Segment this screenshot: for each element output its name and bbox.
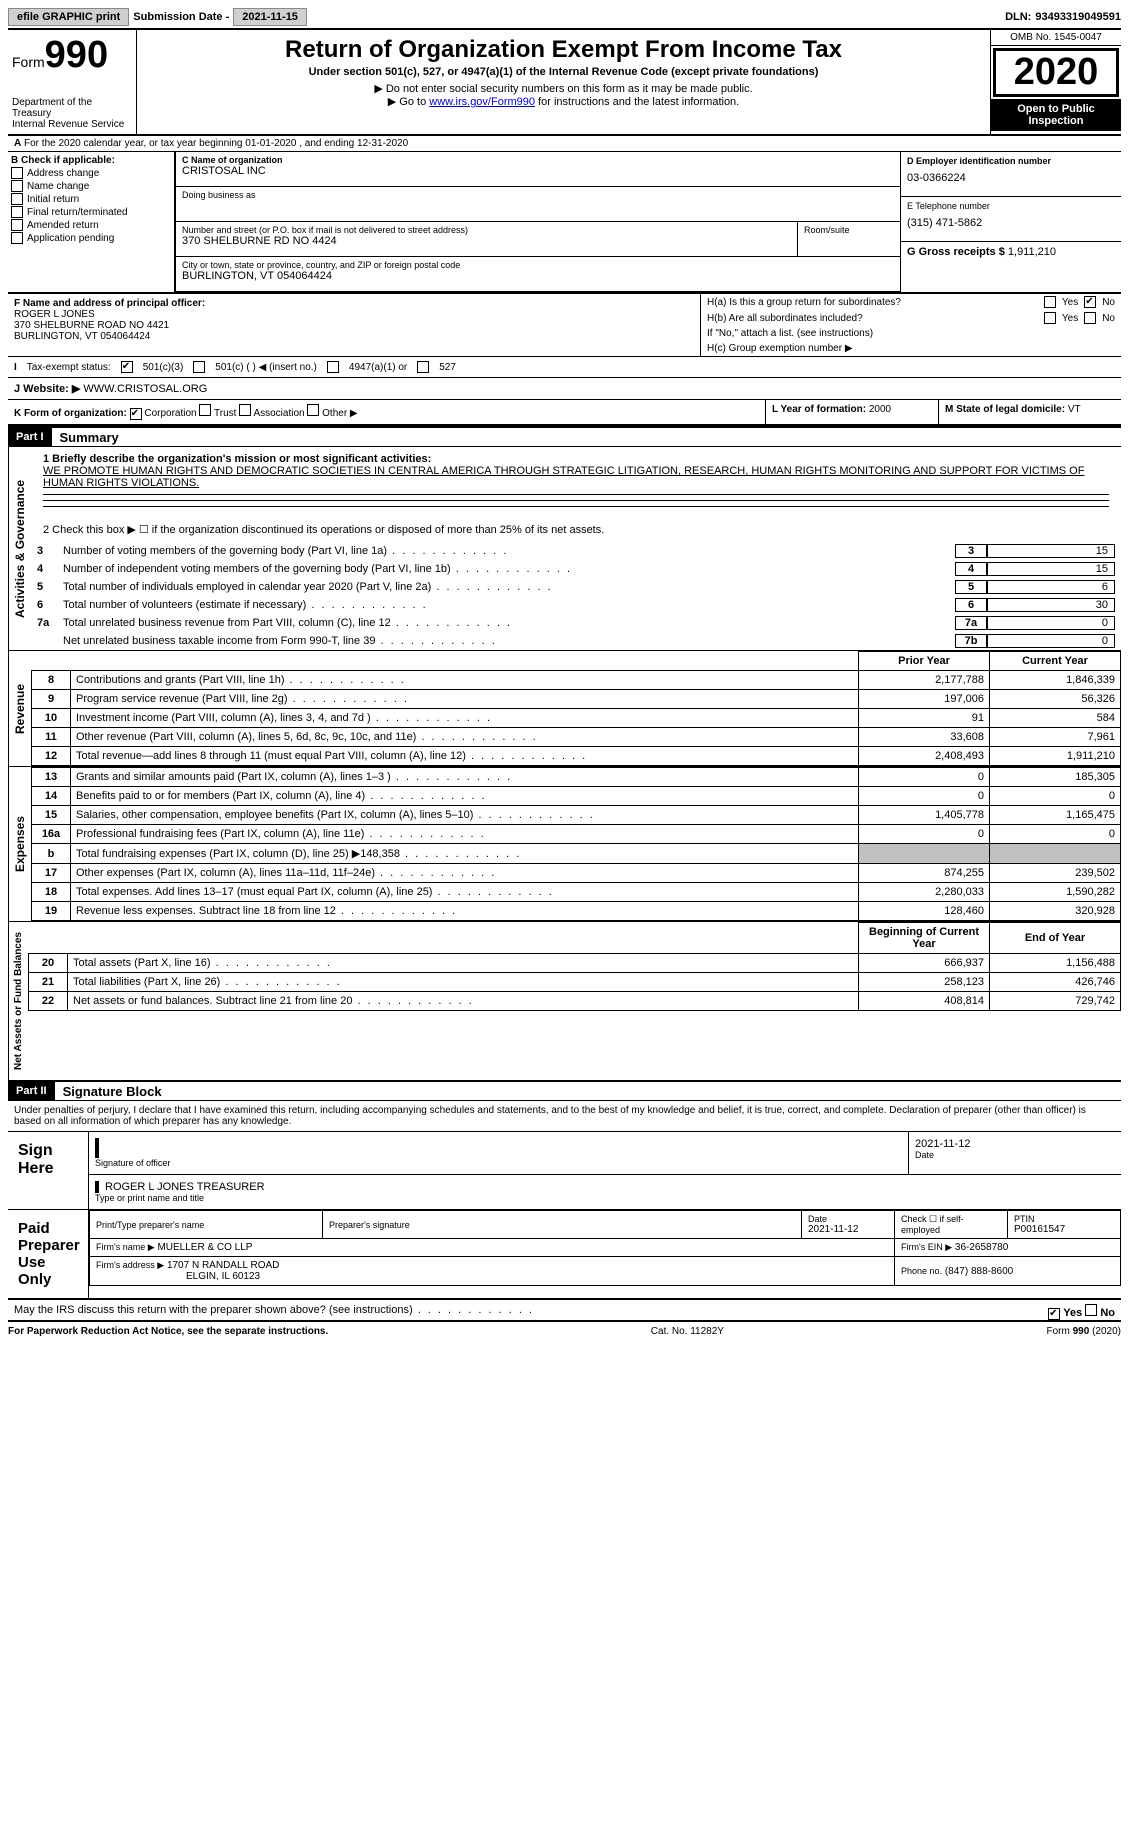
vert-netassets: Net Assets or Fund Balances [8,922,28,1080]
line-a: A For the 2020 calendar year, or tax yea… [8,136,1121,152]
table-row: bTotal fundraising expenses (Part IX, co… [32,844,1121,864]
dln-value: 93493319049591 [1035,11,1121,23]
table-row: 11Other revenue (Part VIII, column (A), … [32,728,1121,747]
section-b: B Check if applicable: Address change Na… [8,152,175,292]
table-row: 13Grants and similar amounts paid (Part … [32,768,1121,787]
cb-final-return[interactable] [11,206,23,218]
submission-date: 2021-11-15 [233,8,307,26]
cb-ha-yes[interactable] [1044,296,1056,308]
sign-here-label: Sign Here [8,1132,89,1209]
gov-line: 6Total number of volunteers (estimate if… [31,596,1121,614]
vert-expenses: Expenses [8,767,31,921]
cb-527[interactable] [417,361,429,373]
org-name: CRISTOSAL INC [182,165,894,177]
gov-line: 4Number of independent voting members of… [31,560,1121,578]
top-bar: efile GRAPHIC print Submission Date - 20… [8,8,1121,30]
tax-exempt-row: I Tax-exempt status: 501(c)(3) 501(c) ( … [8,356,1121,378]
cb-app-pending[interactable] [11,232,23,244]
section-h: H(a) Is this a group return for subordin… [700,294,1121,356]
table-row: 15Salaries, other compensation, employee… [32,806,1121,825]
cb-initial-return[interactable] [11,193,23,205]
cb-address-change[interactable] [11,167,23,179]
form-subtitle: Under section 501(c), 527, or 4947(a)(1)… [147,66,980,78]
cb-ha-no[interactable] [1084,296,1096,308]
form990-link[interactable]: www.irs.gov/Form990 [429,96,535,108]
table-row: 16aProfessional fundraising fees (Part I… [32,825,1121,844]
table-row: 19Revenue less expenses. Subtract line 1… [32,902,1121,921]
sig-officer-label: Signature of officer [95,1158,902,1168]
expenses-table: 13Grants and similar amounts paid (Part … [31,767,1121,921]
cb-name-change[interactable] [11,180,23,192]
table-row: 10Investment income (Part VIII, column (… [32,709,1121,728]
gov-line: 5Total number of individuals employed in… [31,578,1121,596]
form-title: Return of Organization Exempt From Incom… [147,36,980,64]
mission-text: WE PROMOTE HUMAN RIGHTS AND DEMOCRATIC S… [43,465,1109,489]
cb-corp[interactable] [130,408,142,420]
omb-number: OMB No. 1545-0047 [991,30,1121,46]
form-note2: ▶ Go to www.irs.gov/Form990 for instruct… [147,95,980,108]
phone: (315) 471-5862 [907,211,1115,229]
table-row: 18Total expenses. Add lines 13–17 (must … [32,883,1121,902]
table-row: 12Total revenue—add lines 8 through 11 (… [32,747,1121,766]
q2: 2 Check this box ▶ ☐ if the organization… [31,517,1121,542]
cb-501c[interactable] [193,361,205,373]
gross-receipts: 1,911,210 [1008,246,1056,258]
part-i-header: Part I Summary [8,426,1121,446]
cb-4947[interactable] [327,361,339,373]
vert-activities-governance: Activities & Governance [8,447,31,650]
part-ii-header: Part II Signature Block [8,1080,1121,1100]
line-l: L Year of formation: 2000 [765,400,938,424]
gov-line: 7aTotal unrelated business revenue from … [31,614,1121,632]
form-number: Form990 [12,34,132,77]
section-f: F Name and address of principal officer:… [8,294,700,356]
form-note1: ▶ Do not enter social security numbers o… [147,82,980,95]
discuss-row: May the IRS discuss this return with the… [8,1300,1121,1322]
ein: 03-0366224 [907,166,1115,184]
cb-amended[interactable] [11,219,23,231]
table-row: 8Contributions and grants (Part VIII, li… [32,671,1121,690]
city-state-zip: BURLINGTON, VT 054064424 [182,270,894,282]
line-m: M State of legal domicile: VT [938,400,1121,424]
preparer-table: Print/Type preparer's name Preparer's si… [89,1210,1121,1286]
table-row: 9Program service revenue (Part VIII, lin… [32,690,1121,709]
penalty-text: Under penalties of perjury, I declare th… [8,1100,1121,1131]
submission-label: Submission Date - [133,11,229,23]
tax-year: 2020 [993,48,1119,97]
open-public-badge: Open to Public Inspection [991,99,1121,131]
line-k: K Form of organization: Corporation Trus… [8,400,765,424]
netassets-table: Beginning of Current YearEnd of Year 20T… [28,922,1121,1011]
section-de: D Employer identification number 03-0366… [900,152,1121,292]
cb-other[interactable] [307,404,319,416]
officer-name: ROGER L JONES TREASURER [95,1181,1115,1193]
cb-discuss-no[interactable] [1085,1304,1097,1316]
table-row: 20Total assets (Part X, line 16)666,9371… [29,954,1121,973]
section-c: C Name of organization CRISTOSAL INC Doi… [175,152,900,292]
cb-assoc[interactable] [239,404,251,416]
sig-date: 2021-11-12 [915,1138,1115,1150]
page-footer: For Paperwork Reduction Act Notice, see … [8,1326,1121,1337]
efile-button[interactable]: efile GRAPHIC print [8,8,129,26]
gov-line: Net unrelated business taxable income fr… [31,632,1121,650]
dept-treasury: Department of the Treasury [12,97,132,119]
irs-label: Internal Revenue Service [12,119,132,130]
line-j: J Website: ▶ WWW.CRISTOSAL.ORG [8,378,1121,400]
cb-trust[interactable] [199,404,211,416]
form-header: Form990 Department of the Treasury Inter… [8,30,1121,136]
table-row: 21Total liabilities (Part X, line 26)258… [29,973,1121,992]
cb-501c3[interactable] [121,361,133,373]
table-row: 17Other expenses (Part IX, column (A), l… [32,864,1121,883]
table-row: 22Net assets or fund balances. Subtract … [29,992,1121,1011]
website: WWW.CRISTOSAL.ORG [83,383,207,395]
cb-hb-no[interactable] [1084,312,1096,324]
cb-discuss-yes[interactable] [1048,1308,1060,1320]
revenue-table: Prior YearCurrent Year 8Contributions an… [31,651,1121,766]
street-address: 370 SHELBURNE RD NO 4424 [182,235,791,247]
table-row: 14Benefits paid to or for members (Part … [32,787,1121,806]
paid-preparer-label: Paid Preparer Use Only [8,1210,89,1298]
gov-line: 3Number of voting members of the governi… [31,542,1121,560]
dln-label: DLN: [1005,11,1031,23]
mission-section: 1 Briefly describe the organization's mi… [31,447,1121,517]
cb-hb-yes[interactable] [1044,312,1056,324]
vert-revenue: Revenue [8,651,31,766]
